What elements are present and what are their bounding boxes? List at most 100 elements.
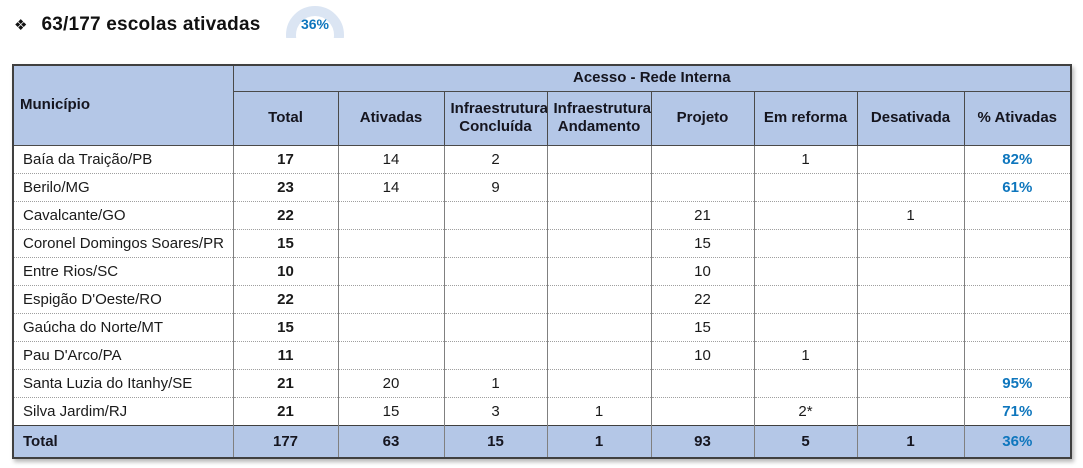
cell-total: 21: [232, 396, 338, 425]
table-row: Silva Jardim/RJ 21 15 3 1 2* 71%: [13, 396, 1072, 425]
table-row: Espigão D'Oeste/RO 22 22: [13, 284, 1072, 313]
column-header-em-reforma: Em reforma: [753, 90, 858, 146]
cell-total: 21: [232, 368, 338, 397]
cell-desativada: [856, 228, 964, 257]
cell-infra-concluida: [443, 312, 547, 341]
cell-projeto: 15: [650, 312, 754, 341]
cell-em-reforma: [753, 284, 857, 313]
table-row: Baía da Traição/PB 17 14 2 1 82%: [13, 144, 1072, 173]
cell-total: 15: [232, 312, 338, 341]
cell-total: 22: [232, 200, 338, 229]
column-header-projeto: Projeto: [650, 90, 755, 146]
cell-pct-ativadas: 82%: [963, 144, 1072, 173]
cell-pct-ativadas: [963, 284, 1072, 313]
cell-pct-ativadas: 61%: [963, 172, 1072, 201]
column-header-pct-ativadas: % Ativadas: [963, 90, 1072, 146]
cell-pct-ativadas: [963, 228, 1072, 257]
table-row: Cavalcante/GO 22 21 1: [13, 200, 1072, 229]
cell-ativadas: [337, 340, 444, 369]
table-row: Santa Luzia do Itanhy/SE 21 20 1 95%: [13, 368, 1072, 397]
cell-municipio: Santa Luzia do Itanhy/SE: [13, 368, 233, 397]
cell-projeto: 10: [650, 256, 754, 285]
table-row: Berilo/MG 23 14 9 61%: [13, 172, 1072, 201]
cell-pct-ativadas: [963, 340, 1072, 369]
cell-desativada: 1: [856, 200, 964, 229]
cell-ativadas: [337, 256, 444, 285]
table-row: Gaúcha do Norte/MT 15 15: [13, 312, 1072, 341]
cell-ativadas: 63: [337, 424, 444, 458]
gauge-ring-icon: [286, 6, 344, 38]
page-header: ❖ 63/177 escolas ativadas: [14, 6, 261, 44]
column-header-infra-concluida: Infraestrutura Concluída: [443, 90, 548, 146]
table-body: Baía da Traição/PB 17 14 2 1 82% Berilo/MG 23 14…: [13, 144, 1072, 458]
cell-ativadas: 20: [337, 368, 444, 397]
cell-em-reforma: [753, 228, 857, 257]
cell-infra-andamento: [546, 144, 651, 173]
cell-em-reforma: 1: [753, 340, 857, 369]
gauge-value: 36%: [300, 16, 330, 32]
cell-infra-andamento: [546, 368, 651, 397]
cell-desativada: [856, 172, 964, 201]
cell-total: 10: [232, 256, 338, 285]
cell-projeto: 22: [650, 284, 754, 313]
cell-desativada: [856, 144, 964, 173]
cell-municipio: Berilo/MG: [13, 172, 233, 201]
cell-desativada: [856, 256, 964, 285]
cell-desativada: [856, 312, 964, 341]
cell-municipio: Gaúcha do Norte/MT: [13, 312, 233, 341]
cell-infra-concluida: 2: [443, 144, 547, 173]
cell-pct-ativadas: 36%: [963, 424, 1072, 458]
cell-total: 177: [232, 424, 338, 458]
table-row: Coronel Domingos Soares/PR 15 15: [13, 228, 1072, 257]
activation-gauge: 36%: [286, 3, 344, 38]
cell-infra-concluida: 1: [443, 368, 547, 397]
schools-table: Município Acesso - Rede Interna Total At…: [12, 64, 1073, 459]
cell-projeto: [650, 144, 754, 173]
table-row: Pau D'Arco/PA 11 10 1: [13, 340, 1072, 369]
cell-municipio: Espigão D'Oeste/RO: [13, 284, 233, 313]
cell-infra-andamento: [546, 228, 651, 257]
cell-desativada: [856, 396, 964, 425]
cell-total: 15: [232, 228, 338, 257]
cell-infra-andamento: [546, 172, 651, 201]
cell-em-reforma: [753, 368, 857, 397]
cell-desativada: 1: [856, 424, 964, 458]
cell-projeto: 21: [650, 200, 754, 229]
table-header: Município Acesso - Rede Interna Total At…: [12, 64, 1072, 146]
cell-municipio: Total: [13, 424, 233, 458]
column-header-desativada: Desativada: [856, 90, 965, 146]
cell-projeto: 15: [650, 228, 754, 257]
cell-em-reforma: 5: [753, 424, 857, 458]
cell-municipio: Silva Jardim/RJ: [13, 396, 233, 425]
cell-municipio: Cavalcante/GO: [13, 200, 233, 229]
cell-infra-andamento: [546, 200, 651, 229]
cell-pct-ativadas: [963, 312, 1072, 341]
cell-em-reforma: [753, 312, 857, 341]
group-header-row: Município Acesso - Rede Interna: [12, 64, 1072, 146]
cell-ativadas: 15: [337, 396, 444, 425]
cell-municipio: Baía da Traição/PB: [13, 144, 233, 173]
cell-ativadas: [337, 228, 444, 257]
cell-infra-andamento: [546, 256, 651, 285]
cell-total: 11: [232, 340, 338, 369]
cell-projeto: [650, 396, 754, 425]
cell-pct-ativadas: 95%: [963, 368, 1072, 397]
cell-infra-concluida: [443, 284, 547, 313]
cell-ativadas: [337, 200, 444, 229]
cell-em-reforma: [753, 256, 857, 285]
cell-ativadas: [337, 312, 444, 341]
cell-pct-ativadas: [963, 200, 1072, 229]
cell-infra-concluida: 15: [443, 424, 547, 458]
cell-desativada: [856, 368, 964, 397]
cell-pct-ativadas: 71%: [963, 396, 1072, 425]
cell-pct-ativadas: [963, 256, 1072, 285]
cell-total: 17: [232, 144, 338, 173]
cell-projeto: [650, 368, 754, 397]
cell-ativadas: 14: [337, 144, 444, 173]
cell-infra-andamento: [546, 340, 651, 369]
cell-infra-concluida: [443, 340, 547, 369]
cell-infra-concluida: [443, 256, 547, 285]
column-header-ativadas: Ativadas: [337, 90, 445, 146]
column-header-municipio: Município: [12, 64, 234, 146]
cell-em-reforma: [753, 200, 857, 229]
